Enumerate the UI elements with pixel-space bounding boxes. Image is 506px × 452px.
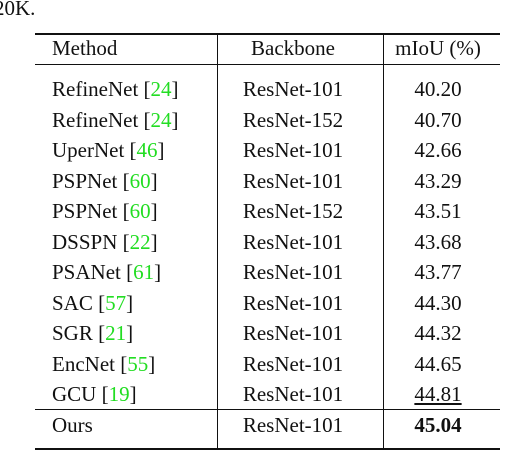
backbone-cell: ResNet-101 bbox=[242, 413, 344, 437]
method-cell: SGR [21] bbox=[52, 321, 134, 345]
col-divider bbox=[383, 65, 384, 448]
method-cell: GCU [19] bbox=[52, 382, 137, 406]
header-cell: mIoU (%) bbox=[395, 36, 481, 60]
method-cell: RefineNet [24] bbox=[52, 77, 179, 101]
backbone-cell: ResNet-101 bbox=[242, 168, 344, 193]
method-cell: EncNet [55] bbox=[52, 351, 156, 376]
backbone-cell: ResNet-101 bbox=[242, 77, 344, 101]
header-cell: Backbone bbox=[251, 36, 335, 60]
backbone-cell: ResNet-152 bbox=[242, 107, 344, 132]
method-cell: UperNet [46] bbox=[52, 138, 165, 162]
bottom-rule bbox=[35, 448, 500, 450]
miou-cell: 44.30 bbox=[414, 290, 462, 315]
method-cell: PSPNet [60] bbox=[52, 168, 158, 193]
method-cell: DSSPN [22] bbox=[52, 229, 158, 254]
miou-cell: 44.32 bbox=[414, 321, 462, 345]
miou-cell: 43.68 bbox=[414, 229, 462, 254]
header-cell: Method bbox=[52, 36, 118, 60]
miou-cell: 44.81 bbox=[414, 382, 462, 406]
backbone-cell: ResNet-101 bbox=[242, 351, 344, 376]
col-divider bbox=[217, 35, 218, 65]
miou-cell: 43.29 bbox=[414, 168, 462, 193]
miou-cell: 44.65 bbox=[414, 351, 462, 376]
col-divider bbox=[383, 35, 384, 65]
miou-cell: 43.77 bbox=[414, 260, 462, 284]
backbone-cell: ResNet-101 bbox=[242, 290, 344, 315]
backbone-cell: ResNet-101 bbox=[242, 229, 344, 254]
backbone-cell: ResNet-101 bbox=[242, 382, 344, 406]
miou-cell: 43.51 bbox=[414, 199, 462, 223]
miou-cell: 42.66 bbox=[414, 138, 462, 162]
method-cell: PSPNet [60] bbox=[52, 199, 158, 223]
miou-cell: 40.20 bbox=[414, 77, 462, 101]
caption-fragment: 20K. bbox=[0, 0, 36, 20]
backbone-cell: ResNet-101 bbox=[242, 260, 344, 284]
method-cell: RefineNet [24] bbox=[52, 107, 179, 132]
method-cell: PSANet [61] bbox=[52, 260, 162, 284]
miou-cell: 40.70 bbox=[414, 107, 462, 132]
backbone-cell: ResNet-152 bbox=[242, 199, 344, 223]
col-divider bbox=[217, 65, 218, 448]
miou-cell: 45.04 bbox=[414, 413, 462, 437]
method-cell: Ours bbox=[52, 413, 93, 437]
backbone-cell: ResNet-101 bbox=[242, 321, 344, 345]
backbone-cell: ResNet-101 bbox=[242, 138, 344, 162]
method-cell: SAC [57] bbox=[52, 290, 134, 315]
mid-rule bbox=[35, 64, 500, 65]
ours-rule bbox=[35, 409, 500, 410]
top-rule bbox=[35, 33, 500, 35]
